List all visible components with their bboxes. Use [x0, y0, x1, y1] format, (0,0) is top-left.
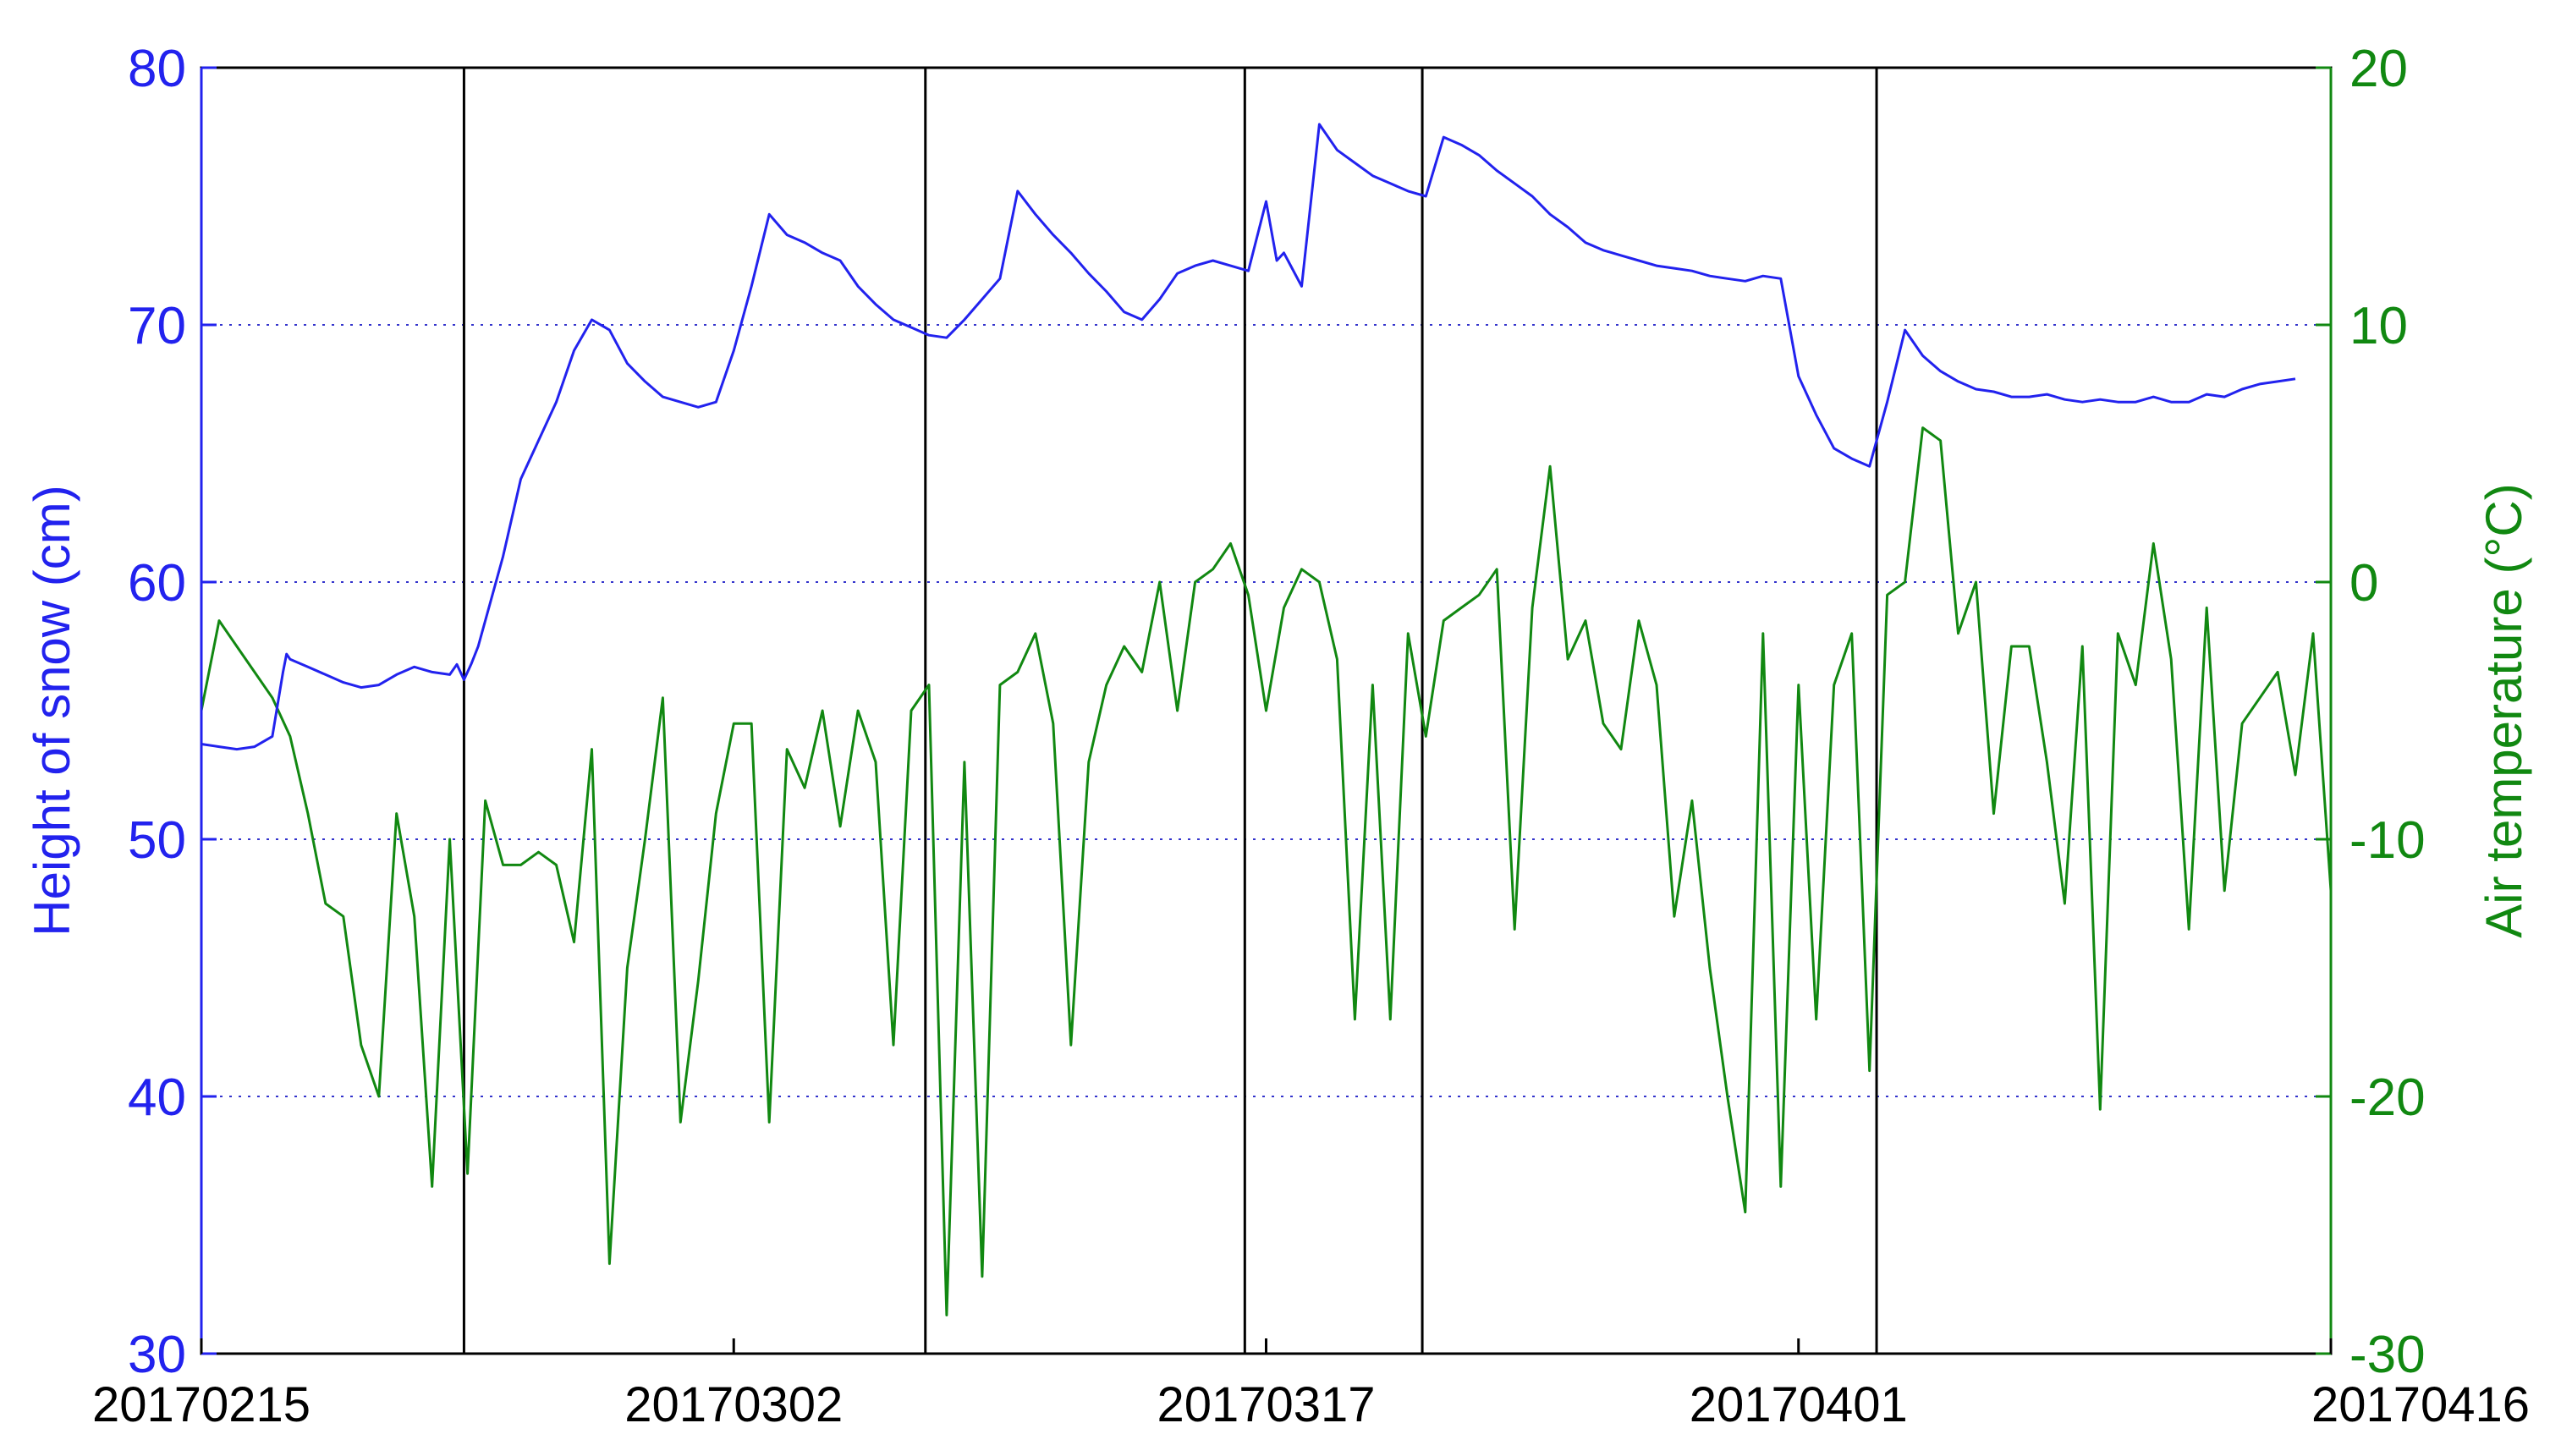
left-tick-label: 30	[128, 1326, 186, 1384]
air-temperature-line	[200, 426, 2333, 1316]
height-of-snow-line	[201, 123, 2296, 751]
x-tick-label: 20170416	[2311, 1377, 2530, 1432]
left-tick-label: 40	[128, 1069, 186, 1127]
series-height-of-snow	[201, 123, 2296, 751]
right-tick-label: 0	[2349, 554, 2378, 613]
x-axis-ticks: 20170215 20170302 20170317 20170401 20170416	[92, 1338, 2530, 1432]
right-axis-label: Air temperature (°C)	[2476, 483, 2532, 937]
right-tick-label: -10	[2349, 811, 2426, 870]
left-axis-ticks: 30 40 50 60 70 80	[128, 40, 217, 1384]
right-tick-label: -30	[2349, 1326, 2426, 1384]
left-tick-label: 50	[128, 811, 186, 870]
x-tick-label: 20170317	[1157, 1377, 1375, 1432]
right-tick-label: 20	[2349, 40, 2408, 98]
x-tick-label: 20170302	[624, 1377, 843, 1432]
x-tick-label: 20170401	[1690, 1377, 1908, 1432]
left-tick-label: 80	[128, 40, 186, 98]
left-tick-label: 60	[128, 554, 186, 613]
right-tick-label: -20	[2349, 1069, 2426, 1127]
series-air-temperature	[200, 426, 2333, 1316]
left-tick-label: 70	[128, 297, 186, 355]
left-axis-label: Height of snow (cm)	[24, 485, 80, 937]
right-axis-ticks: -30 -20 -10 0 10 20	[2316, 40, 2426, 1384]
right-tick-label: 10	[2349, 297, 2408, 355]
vertical-markers	[462, 68, 1878, 1354]
x-tick-label: 20170215	[92, 1377, 311, 1432]
grid	[201, 324, 2331, 1097]
